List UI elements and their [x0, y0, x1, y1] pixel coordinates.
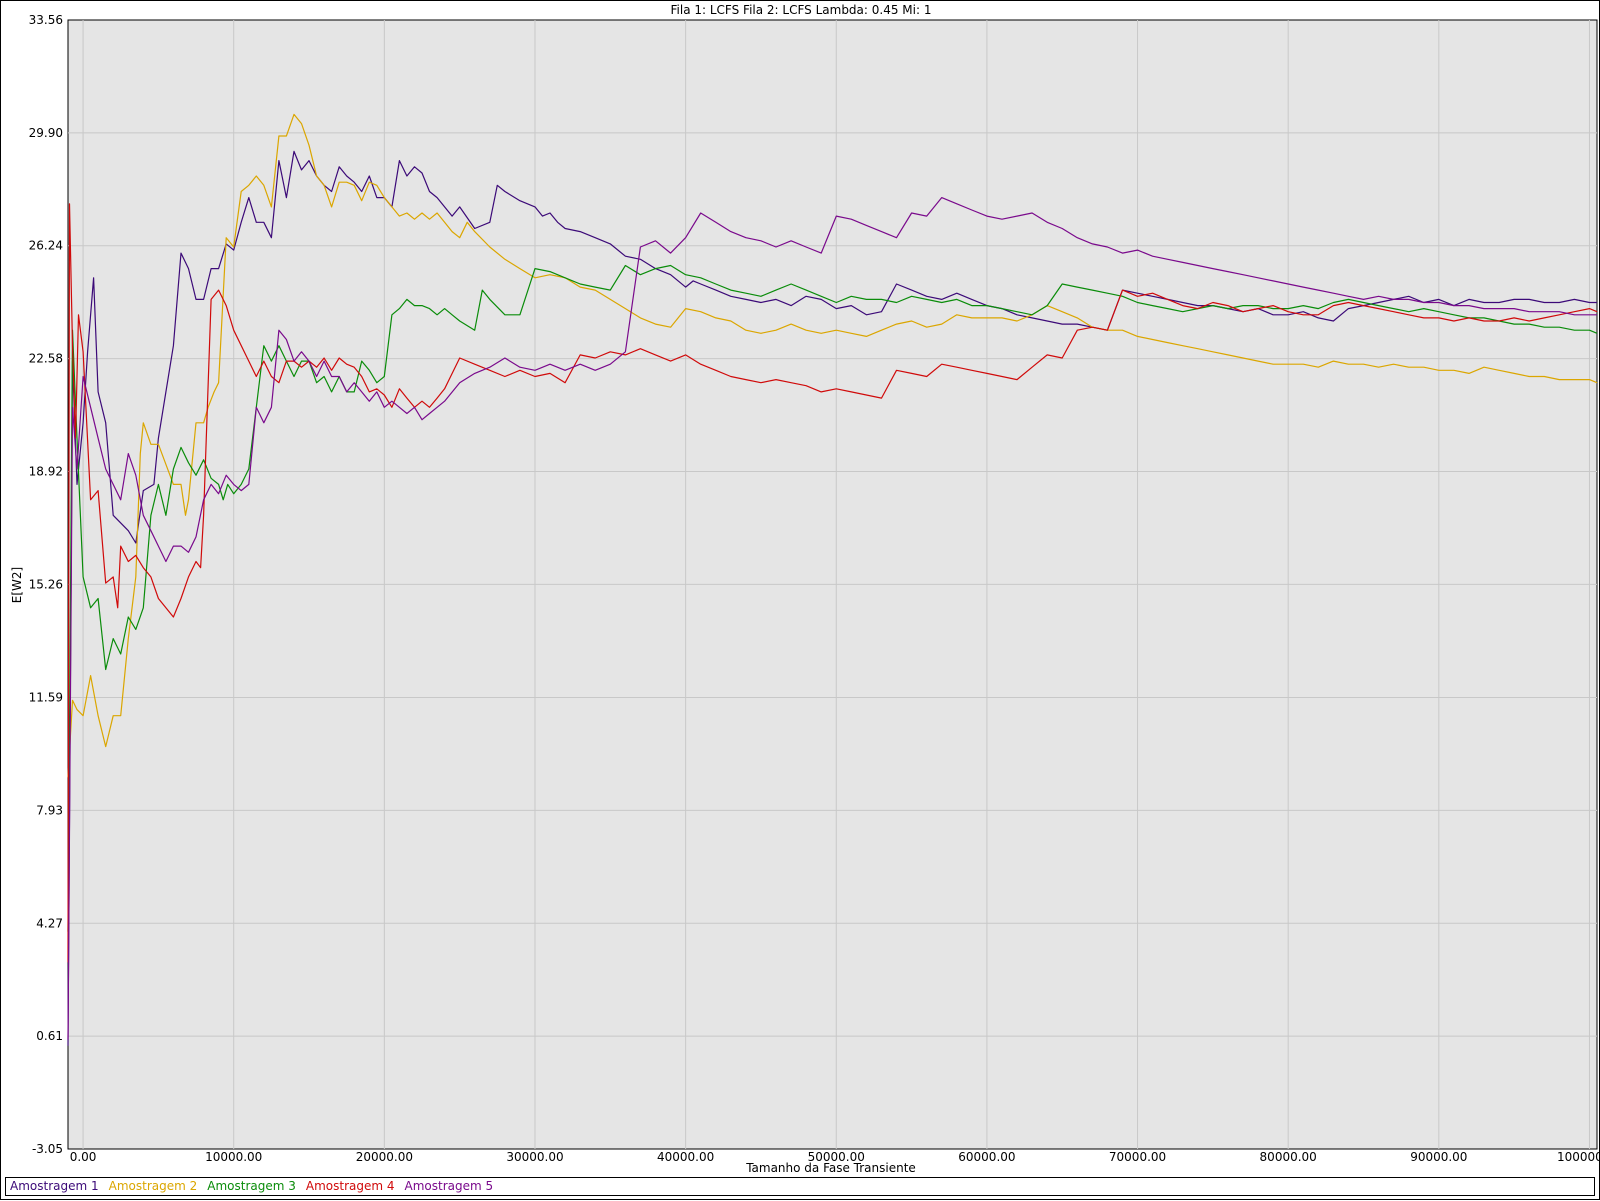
x-tick-label: 40000.00	[657, 1150, 714, 1164]
chart-title: Fila 1: LCFS Fila 2: LCFS Lambda: 0.45 M…	[671, 3, 932, 17]
y-tick-label: 22.58	[29, 352, 63, 366]
y-tick-label: 11.59	[29, 691, 63, 705]
series-line-amostragem-2	[67, 113, 1598, 778]
legend-item-amostragem-1: Amostragem 1	[10, 1179, 99, 1193]
series-line-amostragem-4	[67, 203, 1598, 963]
y-tick-label: 18.92	[29, 464, 63, 478]
x-tick-label: 50000.00	[808, 1150, 865, 1164]
x-tick-label: 100000.00	[1557, 1150, 1600, 1164]
y-tick-label: 33.56	[29, 13, 63, 27]
series-line-amostragem-3	[67, 264, 1598, 932]
legend-item-amostragem-5: Amostragem 5	[404, 1179, 494, 1193]
legend-item-amostragem-2: Amostragem 2	[108, 1179, 198, 1193]
x-tick-label: 20000.00	[356, 1150, 413, 1164]
y-tick-label: 7.93	[36, 803, 63, 817]
series-line-amostragem-5	[67, 197, 1597, 1040]
x-tick-label: 80000.00	[1260, 1150, 1317, 1164]
series-line-amostragem-1	[67, 150, 1597, 1046]
y-tick-label: 15.26	[29, 577, 63, 591]
y-tick-label: 29.90	[29, 126, 63, 140]
y-tick-label: 4.27	[36, 916, 63, 930]
x-tick-label: 10000.00	[205, 1150, 262, 1164]
x-tick-label: 30000.00	[506, 1150, 563, 1164]
y-tick-label: 0.61	[36, 1029, 63, 1043]
y-tick-label: -3.05	[32, 1142, 63, 1156]
legend: Amostragem 1 Amostragem 2 Amostragem 3 Amos…	[5, 1177, 1595, 1196]
axis-ticks: 0.00 10000.00 20000.00 30000.00 40000.00 5000…	[29, 13, 1600, 1164]
x-tick-label: 90000.00	[1410, 1150, 1467, 1164]
legend-item-amostragem-3: Amostragem 3	[207, 1179, 296, 1193]
x-tick-label: 70000.00	[1109, 1150, 1166, 1164]
grid-lines	[68, 20, 1597, 1149]
series-lines	[67, 113, 1598, 1046]
x-tick-label: 0.00	[70, 1150, 97, 1164]
legend-item-amostragem-4: Amostragem 4	[305, 1179, 395, 1193]
y-tick-label: 26.24	[29, 239, 63, 253]
x-axis-label: Tamanho da Fase Transiente	[745, 1161, 916, 1175]
x-tick-label: 60000.00	[958, 1150, 1015, 1164]
y-axis-label: E[W2]	[10, 567, 24, 603]
